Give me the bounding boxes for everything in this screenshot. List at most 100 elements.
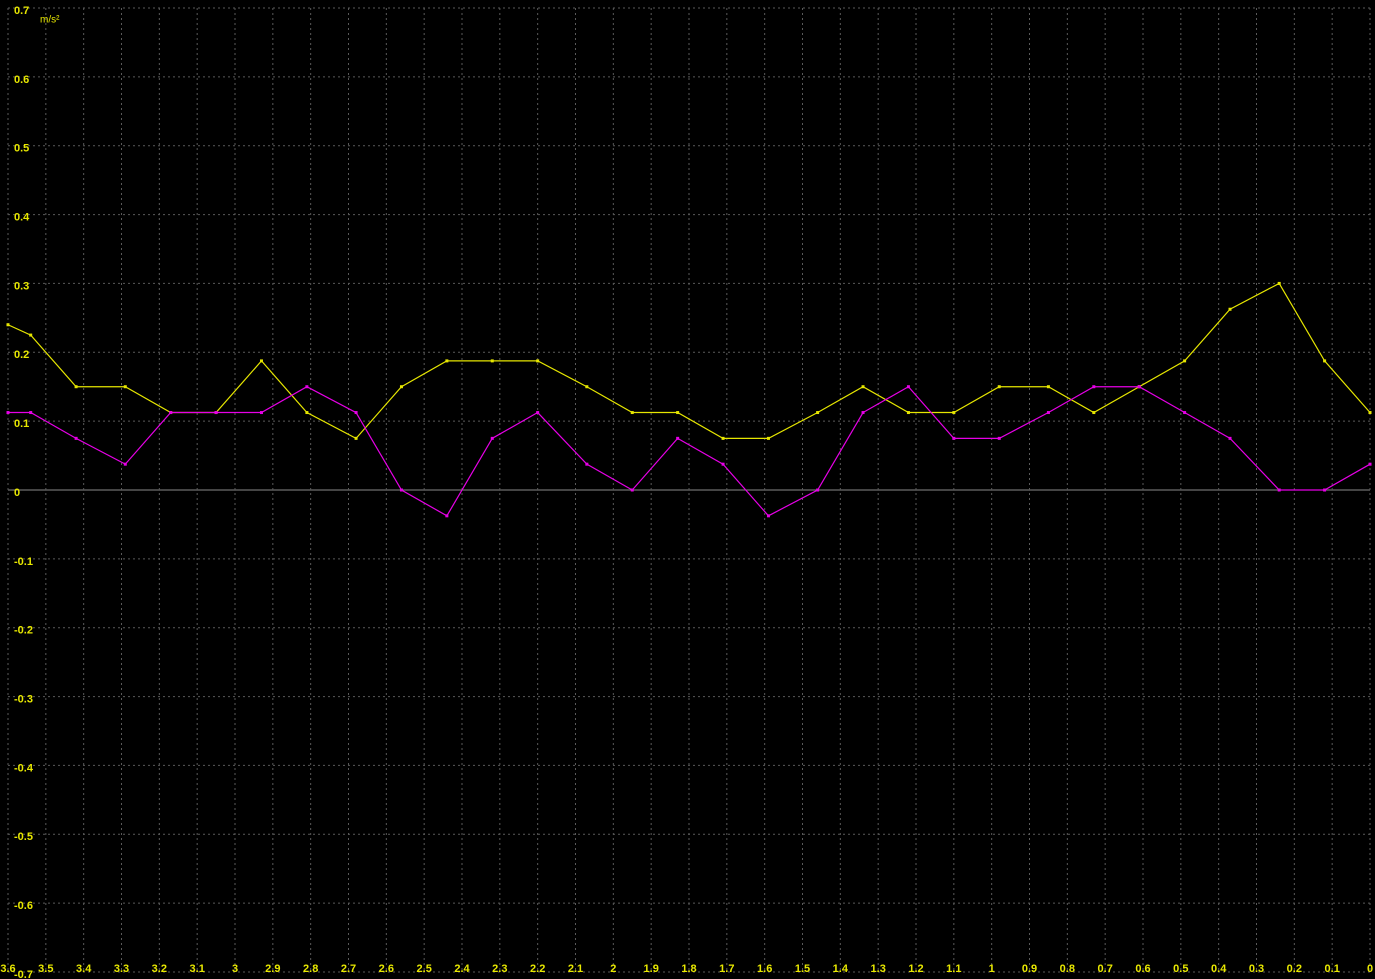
x-tick-label: 1.5 — [795, 963, 810, 975]
data-point — [123, 462, 127, 466]
data-point — [816, 411, 820, 415]
y-tick-label: -0.6 — [14, 900, 33, 912]
data-point — [630, 411, 634, 415]
y-tick-label: 0.2 — [14, 349, 29, 361]
x-tick-label: 1.4 — [833, 963, 849, 975]
data-point — [721, 462, 725, 466]
x-tick-label: 2.7 — [341, 963, 356, 975]
y-tick-label: -0.1 — [14, 556, 33, 568]
x-tick-label: 3.2 — [152, 963, 167, 975]
data-point — [259, 359, 263, 363]
data-point — [490, 436, 494, 440]
y-tick-label: -0.5 — [14, 831, 33, 843]
data-point — [29, 411, 33, 415]
x-tick-label: 3 — [232, 963, 238, 975]
data-point — [585, 462, 589, 466]
x-tick-label: 0.8 — [1060, 963, 1075, 975]
data-point — [354, 411, 358, 415]
data-point — [399, 385, 403, 389]
data-point — [6, 411, 10, 415]
data-point — [169, 411, 173, 415]
y-tick-label: 0.6 — [14, 74, 29, 86]
data-point — [997, 385, 1001, 389]
data-point — [259, 411, 263, 415]
data-point — [29, 333, 33, 337]
x-tick-label: 0.3 — [1249, 963, 1264, 975]
y-tick-label: -0.4 — [14, 762, 34, 774]
data-point — [1137, 385, 1141, 389]
data-point — [766, 436, 770, 440]
data-point — [1323, 359, 1327, 363]
data-point — [676, 411, 680, 415]
data-point — [399, 488, 403, 492]
x-tick-label: 1.6 — [757, 963, 772, 975]
data-point — [1323, 488, 1327, 492]
data-point — [585, 385, 589, 389]
data-point — [766, 514, 770, 518]
data-point — [74, 436, 78, 440]
x-tick-label: 2 — [610, 963, 616, 975]
x-tick-label: 2.8 — [303, 963, 318, 975]
x-tick-label: 2.3 — [492, 963, 507, 975]
data-point — [1092, 385, 1096, 389]
data-point — [123, 385, 127, 389]
data-point — [1046, 411, 1050, 415]
data-point — [816, 488, 820, 492]
y-tick-label: 0.7 — [14, 5, 29, 17]
data-point — [952, 436, 956, 440]
x-tick-label: 0.2 — [1287, 963, 1302, 975]
data-point — [861, 411, 865, 415]
x-tick-label: 2.6 — [379, 963, 394, 975]
x-tick-label: 3.3 — [114, 963, 129, 975]
data-point — [1092, 411, 1096, 415]
x-tick-label: 0.5 — [1173, 963, 1188, 975]
x-tick-label: 1 — [989, 963, 995, 975]
data-point — [305, 411, 309, 415]
data-point — [214, 411, 218, 415]
y-tick-label: 0.4 — [14, 211, 30, 223]
x-tick-label: 2.4 — [454, 963, 470, 975]
x-tick-label: 0.7 — [1098, 963, 1113, 975]
x-tick-label: 1.8 — [681, 963, 696, 975]
data-point — [676, 436, 680, 440]
data-point — [1228, 307, 1232, 311]
x-tick-label: 0 — [1367, 963, 1373, 975]
data-point — [861, 385, 865, 389]
x-tick-label: 0.9 — [1022, 963, 1037, 975]
data-point — [445, 514, 449, 518]
data-point — [1277, 488, 1281, 492]
data-point — [1183, 359, 1187, 363]
data-point — [74, 385, 78, 389]
data-point — [952, 411, 956, 415]
x-tick-label: 3.1 — [190, 963, 205, 975]
x-tick-label: 3.4 — [76, 963, 92, 975]
data-point — [445, 359, 449, 363]
y-tick-label: -0.2 — [14, 625, 33, 637]
y-tick-label: 0.1 — [14, 418, 29, 430]
y-tick-label: -0.7 — [14, 969, 33, 979]
data-point — [490, 359, 494, 363]
x-tick-label: 2.1 — [568, 963, 583, 975]
data-point — [354, 436, 358, 440]
x-tick-label: 1.2 — [908, 963, 923, 975]
y-tick-label: 0 — [14, 487, 20, 499]
data-point — [630, 488, 634, 492]
x-tick-label: 1.1 — [946, 963, 961, 975]
x-tick-label: 1.7 — [719, 963, 734, 975]
data-point — [906, 385, 910, 389]
data-point — [997, 436, 1001, 440]
data-point — [1368, 462, 1372, 466]
data-point — [721, 436, 725, 440]
x-tick-label: 2.9 — [265, 963, 280, 975]
x-tick-label: 0.6 — [1135, 963, 1150, 975]
data-point — [6, 323, 10, 327]
y-axis-unit: m/s² — [40, 15, 60, 26]
y-tick-label: -0.3 — [14, 693, 33, 705]
y-tick-label: 0.5 — [14, 143, 29, 155]
data-point — [305, 385, 309, 389]
data-point — [1046, 385, 1050, 389]
x-tick-label: 2.5 — [417, 963, 432, 975]
data-point — [1228, 436, 1232, 440]
x-tick-label: 2.2 — [530, 963, 545, 975]
